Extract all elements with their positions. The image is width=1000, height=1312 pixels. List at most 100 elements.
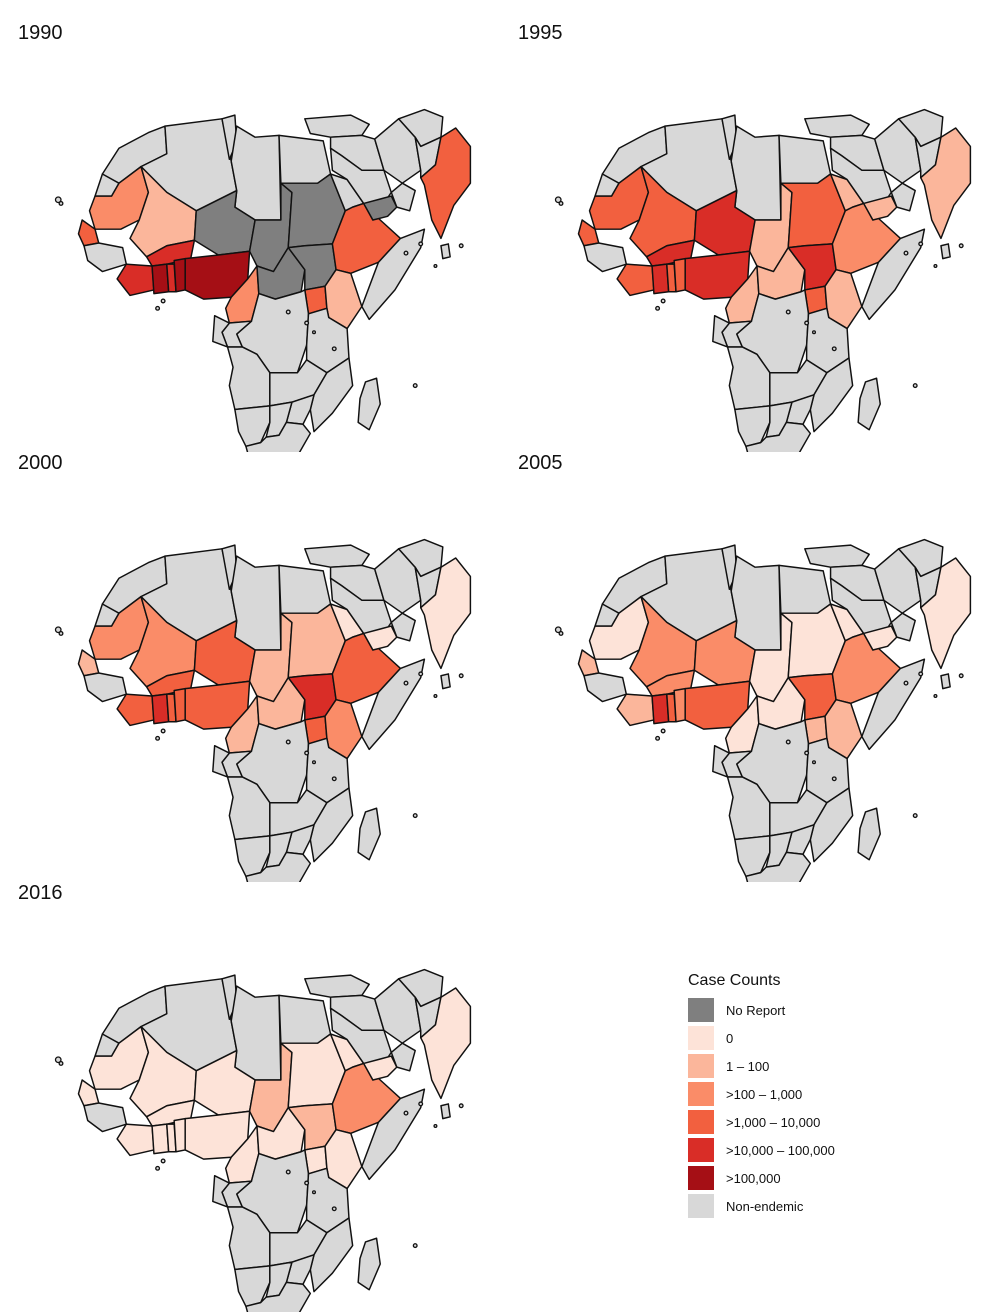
island-mark	[412, 1243, 418, 1249]
map-panel-1990: 1990	[18, 22, 488, 452]
legend-swatch	[688, 1166, 714, 1190]
island-mark	[804, 750, 810, 756]
legend-swatch	[688, 1194, 714, 1218]
island-mark	[811, 330, 817, 335]
country-srilanka	[940, 673, 951, 690]
country-gabon	[712, 744, 731, 778]
island-mark	[458, 673, 464, 679]
legend-label: Non-endemic	[726, 1198, 804, 1214]
island-mark	[655, 305, 661, 311]
country-libya	[730, 555, 782, 651]
legend-item: >100 – 1,000	[688, 1080, 908, 1108]
country-turkey	[304, 974, 370, 998]
map-panel-1995: 1995	[518, 22, 988, 452]
island-mark	[155, 305, 161, 311]
country-egypt	[778, 134, 832, 184]
country-southafrica	[245, 421, 312, 452]
country-oman	[890, 182, 916, 212]
map-panel-2005: 2005	[518, 452, 988, 882]
island-mark	[331, 776, 337, 782]
country-gabon	[212, 1174, 231, 1208]
island-mark	[458, 1103, 464, 1109]
legend-label: >10,000 – 100,000	[726, 1142, 835, 1158]
country-egypt	[278, 994, 332, 1044]
island-mark	[331, 346, 337, 352]
country-southafrica	[245, 851, 312, 882]
legend-label: >1,000 – 10,000	[726, 1114, 821, 1130]
country-somalia	[861, 228, 926, 321]
legend-title: Case Counts	[688, 972, 781, 989]
choropleth-map	[554, 108, 972, 452]
country-benin	[673, 687, 686, 723]
island-mark	[412, 813, 418, 819]
island-mark	[155, 735, 161, 741]
island-mark	[54, 626, 62, 634]
island-mark	[160, 728, 166, 734]
country-benin	[173, 687, 186, 723]
country-egypt	[278, 564, 332, 614]
country-group	[554, 538, 972, 882]
country-somalia	[361, 228, 426, 321]
country-group	[54, 968, 472, 1312]
country-turkey	[304, 544, 370, 568]
choropleth-map	[54, 108, 472, 452]
country-gabon	[212, 314, 231, 348]
country-ghana	[651, 263, 670, 295]
country-cotedivoire	[616, 263, 655, 297]
country-india	[919, 127, 972, 240]
panel-title: 2005	[518, 452, 563, 474]
country-libya	[230, 555, 282, 651]
country-benin	[673, 257, 686, 293]
country-oman	[390, 612, 416, 642]
country-yemen	[362, 625, 398, 651]
country-benin	[173, 257, 186, 293]
country-india	[419, 127, 472, 240]
island-mark	[958, 243, 964, 249]
legend-item: >100,000	[688, 1164, 908, 1192]
choropleth-map	[54, 538, 472, 882]
country-cotedivoire	[616, 693, 655, 727]
country-india	[919, 557, 972, 670]
island-mark	[412, 383, 418, 389]
island-mark	[160, 298, 166, 304]
country-group	[554, 108, 972, 452]
country-somalia	[361, 658, 426, 751]
island-mark	[304, 1180, 310, 1186]
island-mark	[433, 1123, 438, 1129]
country-gabon	[212, 744, 231, 778]
legend-swatch	[688, 1138, 714, 1162]
island-mark	[458, 243, 464, 249]
island-mark	[558, 630, 564, 636]
island-mark	[403, 680, 409, 686]
country-southafrica	[745, 851, 812, 882]
panel-title: 2016	[18, 882, 63, 904]
country-libya	[230, 985, 282, 1081]
country-guinea	[583, 242, 628, 273]
island-mark	[933, 263, 938, 269]
country-madagascar	[357, 807, 381, 861]
legend-item: 1 – 100	[688, 1052, 908, 1080]
island-mark	[785, 739, 791, 745]
legend-swatch	[688, 998, 714, 1022]
legend-item: Non-endemic	[688, 1192, 908, 1220]
country-turkey	[804, 544, 870, 568]
country-guinea	[83, 242, 128, 273]
country-cotedivoire	[116, 263, 155, 297]
legend-item: 0	[688, 1024, 908, 1052]
island-mark	[54, 1056, 62, 1064]
island-mark	[933, 693, 938, 699]
legend-item: >10,000 – 100,000	[688, 1136, 908, 1164]
panel-title: 2000	[18, 452, 63, 474]
island-mark	[433, 263, 438, 269]
country-egypt	[778, 564, 832, 614]
island-mark	[311, 330, 317, 335]
panel-title: 1990	[18, 22, 63, 44]
choropleth-map	[54, 968, 472, 1312]
legend-swatch	[688, 1082, 714, 1106]
country-libya	[230, 125, 282, 221]
island-mark	[912, 383, 918, 389]
legend-swatch	[688, 1110, 714, 1134]
island-mark	[160, 1158, 166, 1164]
country-southafrica	[745, 421, 812, 452]
island-mark	[418, 1101, 424, 1107]
